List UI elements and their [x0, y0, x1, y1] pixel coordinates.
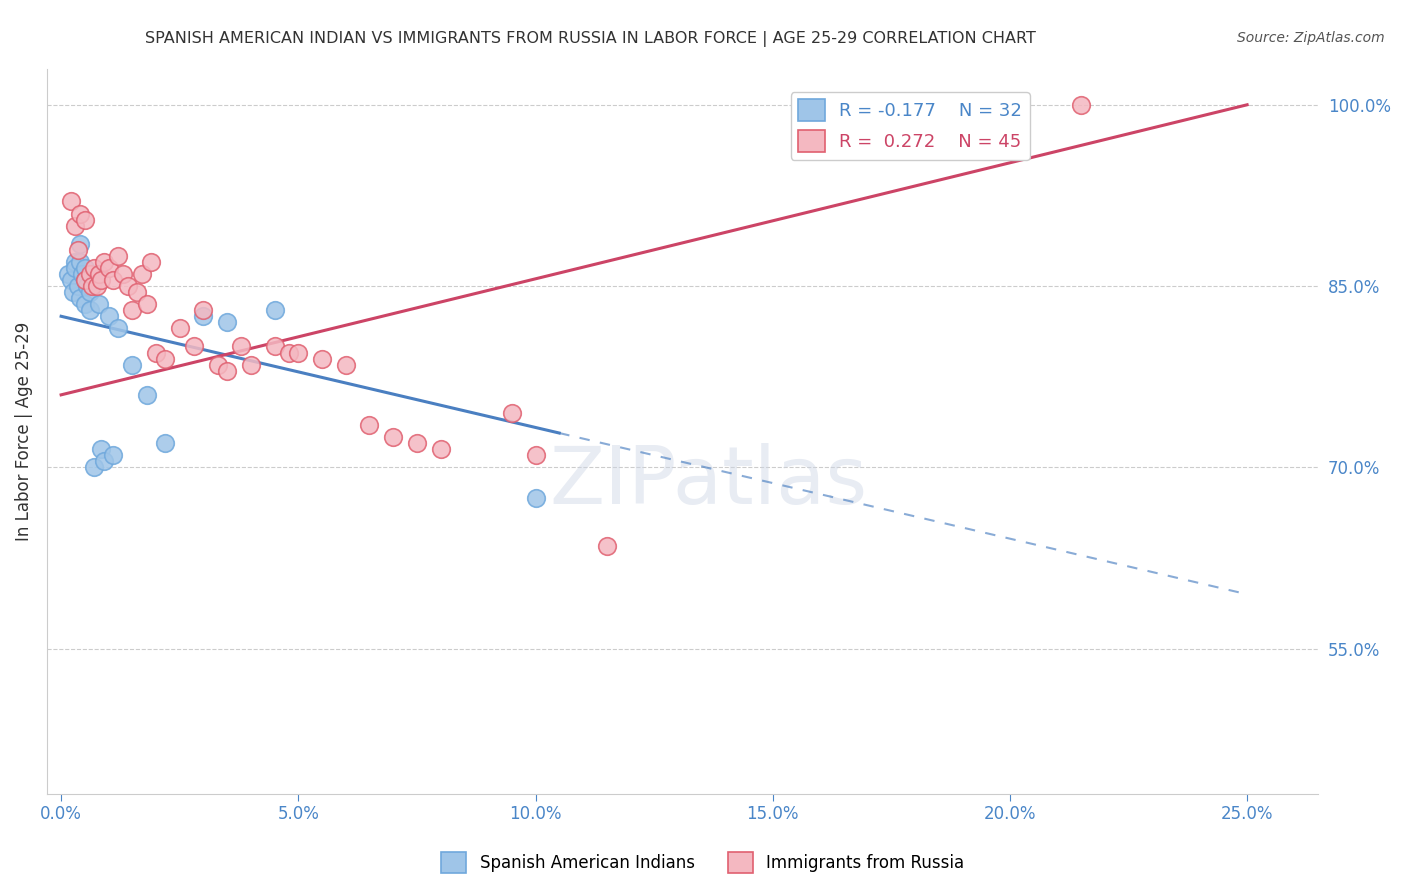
Point — [73, 212, 96, 227]
Point — [93, 454, 115, 468]
Point — [406, 436, 429, 450]
Point — [87, 267, 110, 281]
Point — [76, 279, 98, 293]
Point — [183, 339, 205, 353]
Y-axis label: In Labor Force | Age 25-29: In Labor Force | Age 25-29 — [15, 321, 32, 541]
Point — [66, 279, 89, 293]
Legend: Spanish American Indians, Immigrants from Russia: Spanish American Indians, Immigrants fro… — [434, 846, 972, 880]
Point — [263, 339, 285, 353]
Point — [429, 442, 451, 457]
Point — [207, 358, 229, 372]
Text: SPANISH AMERICAN INDIAN VS IMMIGRANTS FROM RUSSIA IN LABOR FORCE | AGE 25-29 COR: SPANISH AMERICAN INDIAN VS IMMIGRANTS FR… — [145, 31, 1036, 47]
Point — [73, 297, 96, 311]
Point — [83, 460, 105, 475]
Point — [62, 285, 84, 299]
Point — [121, 303, 143, 318]
Point — [263, 303, 285, 318]
Point — [80, 267, 103, 281]
Point — [58, 267, 80, 281]
Point — [131, 267, 153, 281]
Legend: R = -0.177    N = 32, R =  0.272    N = 45: R = -0.177 N = 32, R = 0.272 N = 45 — [790, 92, 1029, 160]
Point — [155, 351, 177, 366]
Point — [231, 339, 253, 353]
Point — [80, 279, 103, 293]
Point — [90, 273, 112, 287]
Point — [65, 219, 87, 233]
Point — [107, 249, 129, 263]
Point — [193, 303, 215, 318]
Point — [72, 267, 94, 281]
Point — [66, 243, 89, 257]
Point — [103, 448, 125, 462]
Point — [107, 321, 129, 335]
Point — [79, 267, 101, 281]
Point — [135, 388, 157, 402]
Point — [121, 358, 143, 372]
Point — [73, 260, 96, 275]
Point — [117, 279, 139, 293]
Point — [73, 273, 96, 287]
Point — [103, 273, 125, 287]
Point — [65, 255, 87, 269]
Point — [83, 273, 105, 287]
Point — [79, 303, 101, 318]
Point — [217, 364, 239, 378]
Point — [277, 345, 299, 359]
Text: Source: ZipAtlas.com: Source: ZipAtlas.com — [1237, 31, 1385, 45]
Point — [169, 321, 191, 335]
Point — [69, 291, 91, 305]
Point — [1070, 97, 1092, 112]
Point — [311, 351, 333, 366]
Point — [97, 260, 120, 275]
Point — [65, 260, 87, 275]
Point — [69, 206, 91, 220]
Point — [287, 345, 309, 359]
Point — [73, 273, 96, 287]
Point — [90, 442, 112, 457]
Point — [59, 194, 82, 209]
Point — [83, 260, 105, 275]
Point — [155, 436, 177, 450]
Point — [97, 310, 120, 324]
Text: ZIPatlas: ZIPatlas — [548, 442, 868, 521]
Point — [141, 255, 163, 269]
Point — [501, 406, 523, 420]
Point — [111, 267, 134, 281]
Point — [239, 358, 262, 372]
Point — [382, 430, 405, 444]
Point — [87, 297, 110, 311]
Point — [69, 255, 91, 269]
Point — [86, 279, 108, 293]
Point — [93, 255, 115, 269]
Point — [79, 285, 101, 299]
Point — [125, 285, 148, 299]
Point — [335, 358, 357, 372]
Point — [359, 418, 381, 433]
Point — [69, 236, 91, 251]
Point — [524, 491, 547, 505]
Point — [59, 273, 82, 287]
Point — [193, 310, 215, 324]
Point — [217, 315, 239, 329]
Point — [524, 448, 547, 462]
Point — [135, 297, 157, 311]
Point — [145, 345, 167, 359]
Point — [595, 539, 617, 553]
